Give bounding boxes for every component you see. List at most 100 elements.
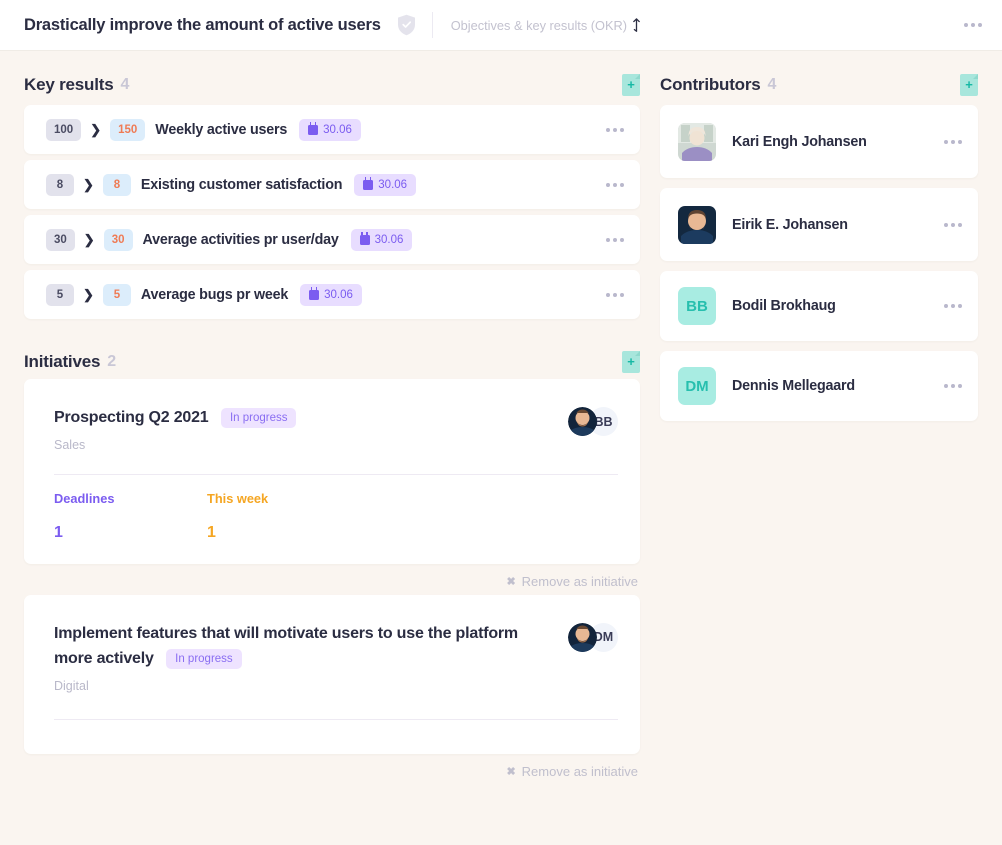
left-column: Key results 4 + 100 ❯ 150 Weekly active … <box>0 51 660 845</box>
close-x-icon: ✖ <box>506 765 516 778</box>
status-badge: In progress <box>166 648 242 669</box>
avatar <box>678 122 716 161</box>
key-result-name: Weekly active users <box>155 121 288 138</box>
avatar[interactable] <box>568 407 597 436</box>
key-results-list: 100 ❯ 150 Weekly active users 30.06 8 ❯ … <box>24 105 640 319</box>
calendar-icon <box>309 287 320 300</box>
due-date-label: 30.06 <box>323 123 352 136</box>
okr-type-selector[interactable]: Objectives & key results (OKR) <box>451 18 641 33</box>
stat-this-week: This week 1 <box>207 491 360 542</box>
contributors-list: Kari Engh Johansen Eirik E. Johansen <box>660 105 978 421</box>
plus-icon: + <box>965 77 973 92</box>
contributor-name: Kari Engh Johansen <box>732 133 867 150</box>
contributor-row[interactable]: BB Bodil Brokhaug <box>660 271 978 341</box>
initiatives-count: 2 <box>107 353 117 370</box>
add-contributor-button[interactable]: + <box>960 74 978 96</box>
key-result-options-icon[interactable] <box>606 292 624 297</box>
due-date-label: 30.06 <box>374 233 404 246</box>
contributor-row[interactable]: DM Dennis Mellegaard <box>660 351 978 421</box>
remove-label: Remove as initiative <box>521 573 638 589</box>
initiative-subtitle: Sales <box>54 437 86 452</box>
remove-label: Remove as initiative <box>521 763 638 779</box>
stat-label: This week <box>207 490 269 506</box>
contributor-row[interactable]: Kari Engh Johansen <box>660 105 978 178</box>
key-result-row[interactable]: 30 ❯ 30 Average activities pr user/day 3… <box>24 215 640 264</box>
contributors-column: Contributors 4 + <box>660 51 1002 845</box>
key-result-name: Average bugs pr week <box>140 286 289 303</box>
initiative-card[interactable]: Implement features that will motivate us… <box>24 594 640 754</box>
due-date-chip[interactable]: 30.06 <box>300 283 362 306</box>
stat-value: 1 <box>54 523 63 541</box>
initiative-card[interactable]: Prospecting Q2 2021 In progress Sales <box>24 379 640 564</box>
chevron-right-icon: ❯ <box>83 177 94 192</box>
stat-deadlines: Deadlines 1 <box>54 491 207 542</box>
initiative-top: Prospecting Q2 2021 In progress Sales <box>54 405 618 452</box>
initiative-avatars[interactable]: BB <box>568 407 618 436</box>
contributor-row[interactable]: Eirik E. Johansen <box>660 188 978 261</box>
initiative-title: Implement features that will motivate us… <box>54 624 518 668</box>
chevron-right-icon: ❯ <box>90 122 102 137</box>
page-title: Drastically improve the amount of active… <box>24 15 381 34</box>
due-date-chip[interactable]: 30.06 <box>354 173 417 196</box>
initiative-subtitle: Digital <box>54 678 89 693</box>
key-result-options-icon[interactable] <box>606 182 624 187</box>
target-value-pill: 150 <box>110 118 146 141</box>
initiative-title-wrap: Prospecting Q2 2021 In progress Sales <box>54 405 568 452</box>
divider <box>431 12 433 38</box>
key-result-options-icon[interactable] <box>606 237 624 242</box>
key-result-row[interactable]: 8 ❯ 8 Existing customer satisfaction 30.… <box>24 160 640 209</box>
initiative-top: Implement features that will motivate us… <box>54 621 618 693</box>
plus-icon: + <box>627 77 635 92</box>
divider <box>54 718 618 720</box>
stat-label: Deadlines <box>54 490 115 506</box>
key-result-options-icon[interactable] <box>606 127 624 132</box>
initiative-title: Prospecting Q2 2021 <box>54 409 209 426</box>
top-bar: Drastically improve the amount of active… <box>0 0 1002 51</box>
key-result-name: Average activities pr user/day <box>142 231 339 248</box>
avatar[interactable] <box>568 622 597 652</box>
close-x-icon: ✖ <box>506 575 516 588</box>
due-date-chip[interactable]: 30.06 <box>299 118 361 141</box>
target-value-pill: 5 <box>102 283 131 306</box>
key-results-count: 4 <box>120 76 130 93</box>
target-value-pill: 30 <box>103 228 133 251</box>
due-date-label: 30.06 <box>378 178 408 191</box>
start-value-pill: 30 <box>46 228 75 251</box>
initiatives-header: Initiatives 2 + <box>24 325 640 379</box>
key-results-title: Key results <box>24 75 114 94</box>
remove-as-initiative-button[interactable]: ✖ Remove as initiative <box>24 564 640 589</box>
contributor-name: Dennis Mellegaard <box>732 378 855 394</box>
contributor-options-icon[interactable] <box>944 139 962 144</box>
contributors-header: Contributors 4 + <box>660 51 978 105</box>
key-results-header: Key results 4 + <box>24 51 640 105</box>
calendar-icon <box>363 177 374 190</box>
shield-check-icon[interactable] <box>397 14 416 36</box>
contributor-options-icon[interactable] <box>944 304 962 308</box>
add-initiative-button[interactable]: + <box>622 351 640 373</box>
contributor-name: Eirik E. Johansen <box>732 216 848 233</box>
status-badge: In progress <box>220 407 297 428</box>
divider <box>54 473 618 475</box>
initiative-title-wrap: Implement features that will motivate us… <box>54 621 568 693</box>
contributor-name: Bodil Brokhaug <box>732 298 836 314</box>
page-content: Key results 4 + 100 ❯ 150 Weekly active … <box>0 51 1002 845</box>
contributor-options-icon[interactable] <box>944 222 962 227</box>
avatar <box>678 205 716 244</box>
target-value-pill: 8 <box>102 173 131 196</box>
add-key-result-button[interactable]: + <box>622 74 640 96</box>
more-options-icon[interactable] <box>964 23 982 27</box>
key-result-row[interactable]: 100 ❯ 150 Weekly active users 30.06 <box>24 105 640 154</box>
contributors-title: Contributors <box>660 75 761 94</box>
initiatives-title: Initiatives <box>24 352 101 371</box>
key-result-name: Existing customer satisfaction <box>140 176 343 193</box>
contributor-options-icon[interactable] <box>944 384 962 388</box>
initiative-avatars[interactable]: DM <box>568 622 618 652</box>
due-date-label: 30.06 <box>324 288 353 301</box>
okr-type-label: Objectives & key results (OKR) <box>450 17 628 33</box>
key-result-row[interactable]: 5 ❯ 5 Average bugs pr week 30.06 <box>24 270 640 319</box>
initiative-stats: Deadlines 1 This week 1 <box>54 491 618 542</box>
start-value-pill: 100 <box>46 118 82 141</box>
remove-as-initiative-button[interactable]: ✖ Remove as initiative <box>24 754 640 779</box>
sort-arrow-icon <box>632 18 641 32</box>
due-date-chip[interactable]: 30.06 <box>350 228 413 251</box>
